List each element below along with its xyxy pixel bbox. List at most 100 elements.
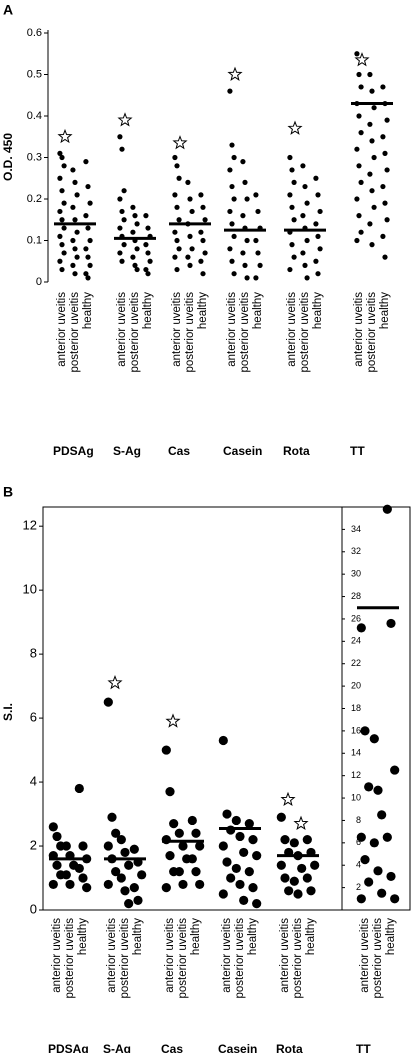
significance-star (107, 674, 123, 690)
data-dot (121, 217, 127, 223)
data-dot (371, 105, 377, 111)
data-dot (231, 233, 237, 239)
data-dot (382, 150, 388, 156)
data-dot (121, 242, 127, 248)
data-dot (218, 889, 228, 899)
data-dot (227, 246, 233, 252)
significance-star (287, 120, 303, 135)
data-dot (302, 262, 308, 268)
data-dot (161, 835, 171, 845)
data-dot (300, 213, 306, 219)
y-tick-label: 0.1 (27, 234, 42, 246)
data-dot (185, 254, 191, 260)
data-dot (74, 254, 80, 260)
data-dot (354, 196, 360, 202)
data-dot (174, 237, 180, 244)
data-dot (300, 250, 306, 256)
data-dot (229, 183, 235, 190)
data-dot (371, 204, 377, 210)
column-label: anterior uveitis (56, 292, 68, 367)
data-dot (280, 873, 290, 883)
column-label: healthy (305, 918, 317, 955)
data-dot (187, 233, 193, 239)
data-dot (172, 254, 178, 260)
column-label: posterior uveitis (239, 292, 251, 373)
group-label: S-Ag (103, 1042, 131, 1053)
data-dot (384, 217, 390, 223)
data-dot (240, 250, 246, 256)
data-dot (358, 229, 364, 235)
data-dot (313, 221, 319, 227)
y-tick-label: 12 (23, 518, 37, 533)
data-dot (198, 258, 204, 264)
data-dot (373, 785, 383, 795)
data-dot (116, 835, 126, 845)
data-dot (191, 867, 201, 877)
data-dot (130, 204, 136, 210)
data-dot (354, 237, 360, 244)
data-dot (231, 154, 237, 161)
data-dot (242, 262, 248, 268)
data-dot (87, 200, 93, 206)
data-dot (315, 233, 321, 239)
data-dot (356, 71, 362, 78)
data-dot (87, 262, 93, 268)
data-dot (360, 855, 370, 865)
group-label: Casein (223, 444, 262, 458)
data-dot (72, 179, 78, 185)
data-dot (172, 154, 178, 161)
data-dot (302, 873, 312, 883)
data-dot (377, 810, 387, 820)
data-dot (191, 828, 201, 838)
data-dot (356, 832, 366, 842)
data-dot (244, 196, 250, 202)
data-dot (240, 213, 246, 219)
y2-tick-label: 4 (356, 860, 361, 870)
data-dot (218, 841, 228, 851)
significance-star (165, 713, 181, 728)
panel-label: B (3, 484, 13, 500)
data-dot (302, 835, 312, 845)
data-dot (222, 857, 232, 867)
data-dot (369, 242, 375, 248)
column-label: anterior uveitis (226, 292, 238, 367)
data-dot (231, 196, 237, 202)
column-label: anterior uveitis (286, 292, 298, 367)
data-dot (306, 886, 316, 896)
data-dot (174, 204, 180, 210)
data-dot (124, 899, 134, 909)
data-dot (304, 200, 310, 206)
group-label: PDSAg (48, 1042, 89, 1053)
y-tick-label: 0.5 (27, 68, 42, 80)
data-dot (129, 844, 139, 854)
data-dot (85, 275, 91, 281)
data-dot (87, 237, 93, 244)
data-dot (82, 883, 92, 893)
data-dot (356, 113, 362, 119)
y-tick-label: 0.2 (27, 193, 42, 205)
data-dot (369, 838, 379, 848)
column-label: healthy (82, 292, 94, 329)
group-label: Cas (168, 444, 190, 458)
data-dot (390, 894, 400, 904)
column-label: healthy (142, 292, 154, 329)
data-dot (174, 163, 180, 169)
data-dot (227, 88, 233, 94)
data-dot (240, 159, 246, 165)
y2-tick-label: 22 (351, 658, 361, 668)
data-dot (257, 262, 263, 268)
data-dot (145, 250, 151, 256)
data-dot (61, 250, 67, 256)
y-tick-label: 0.4 (27, 110, 42, 122)
data-dot (371, 154, 377, 161)
data-dot (83, 159, 89, 165)
data-dot (83, 271, 89, 277)
data-dot (229, 258, 235, 264)
data-dot (200, 204, 206, 210)
data-dot (380, 233, 386, 239)
data-dot (202, 217, 208, 223)
data-dot (315, 271, 321, 277)
data-dot (59, 188, 65, 194)
column-label: healthy (77, 918, 89, 955)
data-dot (57, 150, 63, 156)
